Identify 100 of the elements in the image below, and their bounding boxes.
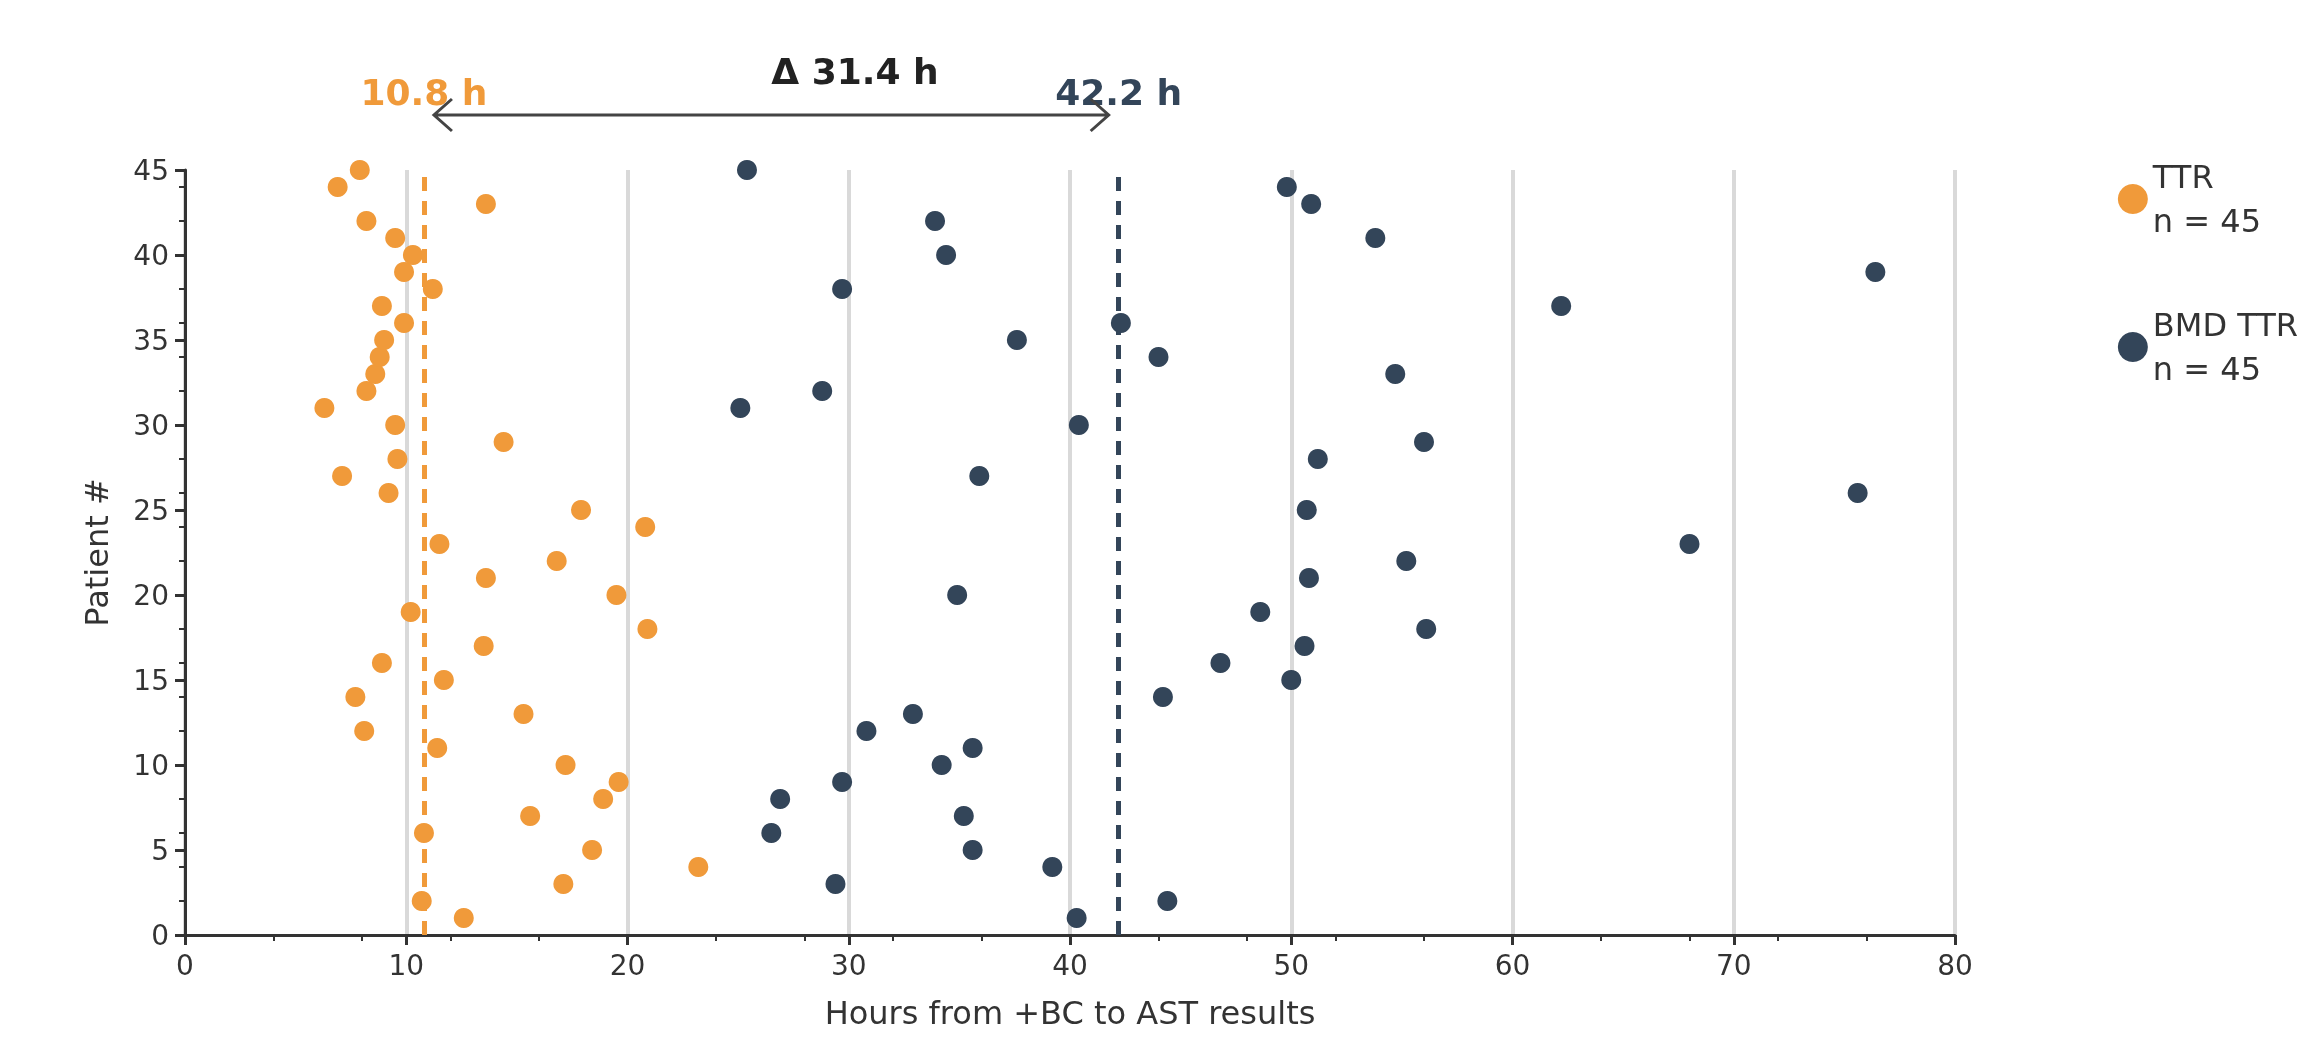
x-tick-label: 60 [1494,948,1531,982]
ref-line-label: 10.8 h [360,71,488,113]
point [453,908,474,928]
point [761,823,782,843]
legend-label: BMD TTR n = 45 [2152,306,2298,388]
point [1068,415,1089,435]
y-tick-label: 30 [133,408,169,442]
point [825,874,846,894]
point [371,296,392,316]
point [925,211,946,231]
point [1396,551,1417,571]
point [947,585,968,605]
point [969,466,990,486]
point [1865,262,1886,282]
point [936,245,957,265]
point [1385,364,1406,384]
x-tick-label: 10 [388,948,425,982]
y-tick-label: 20 [133,578,169,612]
point [856,721,877,741]
point [433,670,454,690]
x-tick-label: 20 [609,948,646,982]
x-axis-title: Hours from +BC to AST results [824,994,1316,1032]
point [475,568,496,588]
point [1301,194,1322,214]
point [606,585,627,605]
point [493,432,514,452]
point [1679,534,1700,554]
x-tick-label: 40 [1052,948,1088,982]
point [356,211,377,231]
x-tick-label: 70 [1715,948,1752,982]
y-tick-label: 25 [133,493,169,527]
point [354,721,375,741]
point [1281,670,1302,690]
point [332,466,353,486]
point [402,245,423,265]
y-tick-label: 5 [151,833,169,867]
point [962,738,983,758]
point [1365,228,1386,248]
y-tick-label: 40 [133,238,169,272]
y-tick-label: 45 [133,153,169,187]
text: Δ 31.4 h [771,50,939,92]
point [832,772,853,792]
point [1006,330,1027,350]
point [385,228,406,248]
point [812,381,833,401]
y-tick-label: 15 [133,663,169,697]
point [1298,568,1319,588]
point [378,483,399,503]
point [385,415,406,435]
point [1296,500,1317,520]
point [513,704,534,724]
point [1416,619,1437,639]
point [1294,636,1315,656]
point [1148,347,1169,367]
x-tick-label: 50 [1273,948,1310,982]
point [962,840,983,860]
point [349,160,370,180]
point [637,619,658,639]
point [475,194,496,214]
point [1210,653,1231,673]
point [345,687,366,707]
point [1152,687,1173,707]
point [770,789,791,809]
point [953,806,974,826]
point [582,840,603,860]
point [737,160,757,180]
point [1250,602,1271,622]
point [1847,483,1868,503]
point [1066,908,1087,928]
point [571,500,592,520]
point [832,279,853,299]
point [394,262,415,282]
point [400,602,421,622]
point [546,551,567,571]
point [593,789,614,809]
point [369,347,390,367]
point [902,704,923,724]
x-tick-label: 30 [830,948,867,982]
point [520,806,541,826]
point [427,738,448,758]
point [429,534,450,554]
point [1414,432,1434,452]
y-tick-label: 35 [133,323,169,357]
point [394,313,415,333]
point [1042,857,1063,877]
point [365,364,386,384]
point [371,653,392,673]
point [327,177,348,197]
point [555,755,576,775]
point [356,381,377,401]
point [387,449,408,469]
point [931,755,952,775]
point [1307,449,1328,469]
point [688,857,709,877]
point [635,517,656,537]
x-tick-label: 80 [1937,948,1973,982]
point [422,279,443,299]
y-tick-label: 0 [151,918,169,952]
point [1551,296,1572,316]
point [608,772,629,792]
